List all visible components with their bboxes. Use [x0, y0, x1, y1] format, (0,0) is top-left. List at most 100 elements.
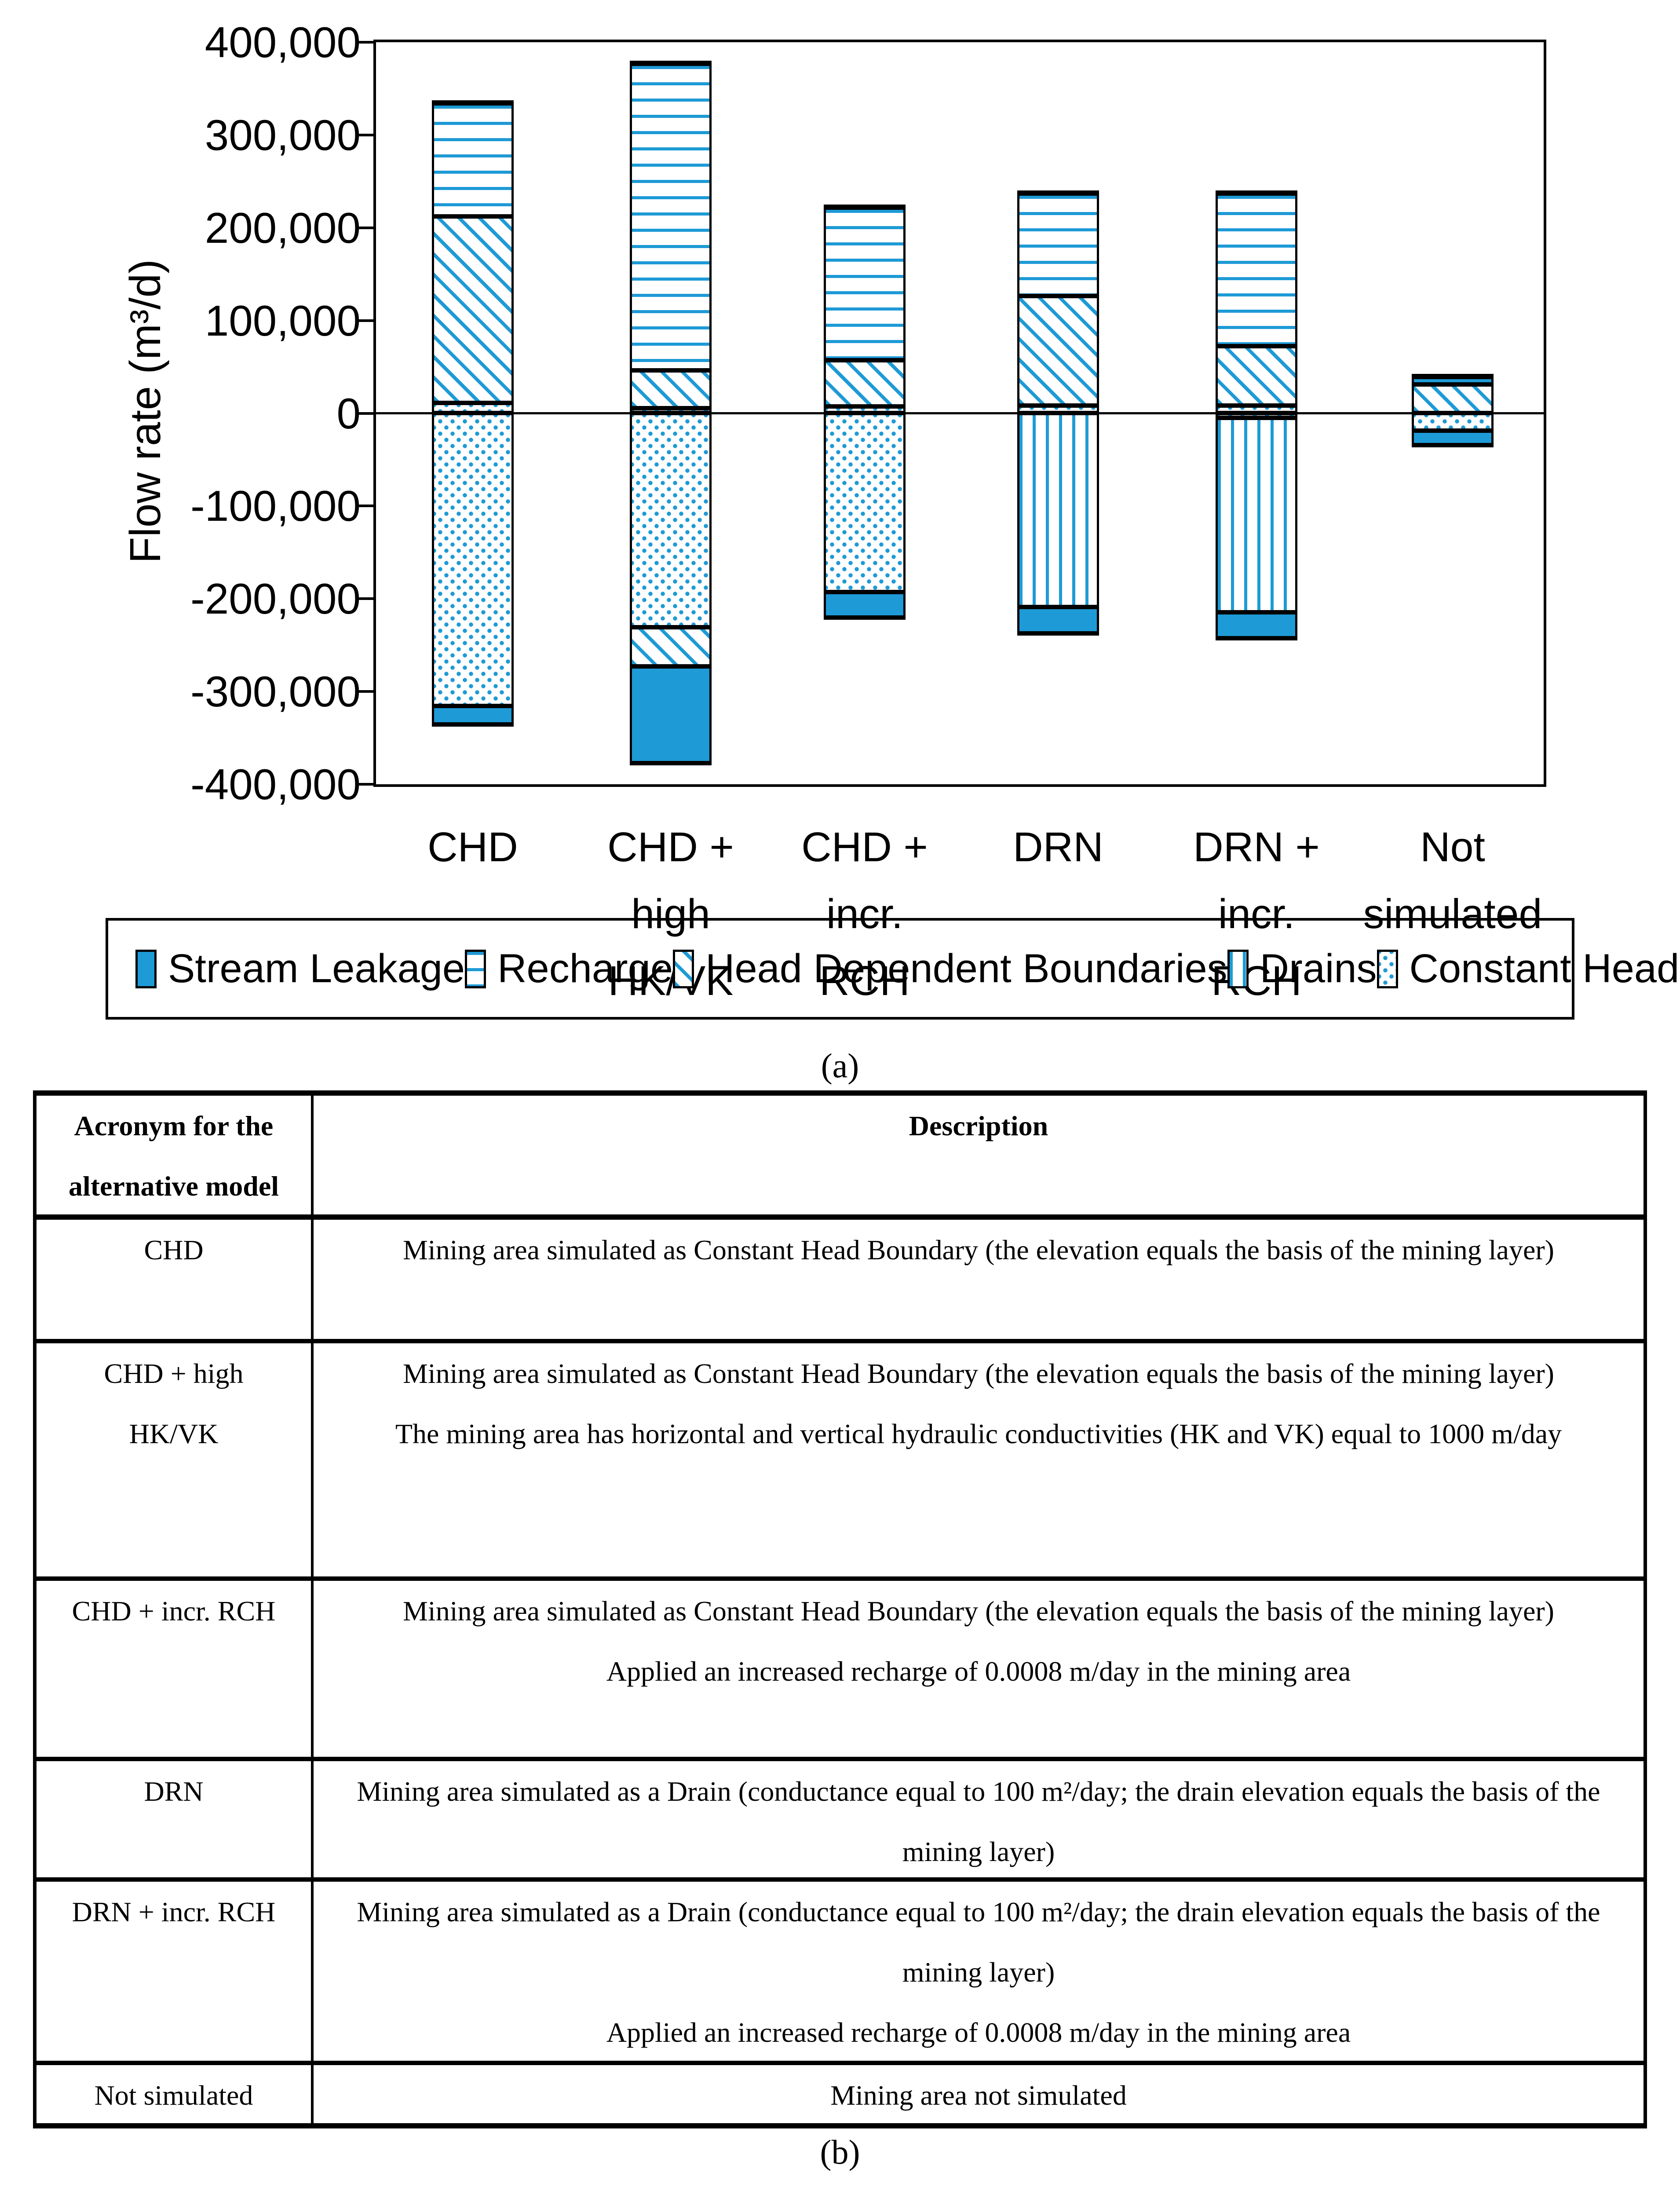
bar-segment-hlines-4 — [1216, 190, 1297, 347]
x-category-label-line: Not — [1420, 824, 1485, 870]
table-header-acronym: Acronym for the alternative model — [37, 1096, 314, 1214]
bar-segment-hlines-3 — [1017, 190, 1099, 296]
legend-label: Drains — [1260, 946, 1377, 991]
bar-segment-dots-4 — [1216, 406, 1297, 413]
solid-swatch-icon — [135, 949, 157, 988]
table-cell-acronym: Not simulated — [37, 2065, 314, 2123]
table-row: CHD Mining area simulated as Constant Hea… — [37, 1220, 1643, 1343]
description-paragraph: Mining area simulated as Constant Head B… — [403, 1595, 1554, 1627]
bar-segment-solid-5 — [1412, 431, 1494, 448]
y-tick-label: 200,000 — [205, 203, 361, 252]
description-paragraph: Mining area simulated as Constant Head B… — [403, 1234, 1554, 1265]
table-row: DRN Mining area simulated as a Drain (con… — [37, 1761, 1643, 1882]
bar-segment-diagonal-1 — [630, 370, 712, 409]
bar-segment-dots-2 — [824, 406, 906, 413]
table-row: CHD + incr. RCH Mining area simulated as … — [37, 1581, 1643, 1761]
x-category-label-line: DRN + incr. — [1193, 824, 1320, 937]
x-category-label: CHD + high HK/VK — [565, 814, 776, 1014]
table-cell-description: Mining area simulated as a Drain (conduc… — [314, 1882, 1643, 2061]
table-cell-description: Mining area simulated as Constant Head B… — [314, 1581, 1643, 1757]
table-cell-acronym: CHD — [37, 1220, 314, 1339]
x-category-label-line: CHD + high — [607, 824, 734, 937]
table-header-line: Acronym for the — [74, 1110, 274, 1141]
description-paragraph: Applied an increased recharge of 0.0008 … — [606, 2017, 1351, 2048]
table-cell-description: Mining area not simulated — [314, 2065, 1643, 2123]
x-category-label-line: simulated — [1363, 891, 1542, 937]
table-cell-description: Mining area simulated as a Drain (conduc… — [314, 1761, 1643, 1877]
caption-a: (a) — [821, 1046, 859, 1085]
y-tick-mark — [356, 690, 376, 693]
acronym-line: DRN — [144, 1776, 204, 1807]
bar-segment-dots-0 — [432, 413, 514, 706]
bar-segment-diagonal-1 — [630, 627, 712, 666]
y-tick-label: -200,000 — [190, 574, 361, 623]
y-tick-label: 0 — [336, 389, 361, 438]
acronym-line: Not simulated — [94, 2080, 253, 2111]
table-header-line: alternative model — [68, 1170, 279, 1202]
vlines-swatch-icon — [1227, 949, 1249, 988]
table-row: DRN + incr. RCH Mining area simulated as … — [37, 1882, 1643, 2065]
table-header-line: Description — [909, 1110, 1048, 1141]
x-category-label-line: RCH — [819, 958, 910, 1004]
x-category-label: Not simulated — [1347, 814, 1558, 947]
acronym-line: HK/VK — [129, 1418, 219, 1449]
bar-segment-dots-3 — [1017, 406, 1099, 413]
bar-segment-dots-1 — [630, 408, 712, 413]
legend-item-hlines: Recharge — [465, 946, 673, 992]
description-paragraph: The mining area has horizontal and verti… — [395, 1418, 1562, 1449]
y-tick-mark — [356, 226, 376, 229]
table-cell-description: Mining area simulated as Constant Head B… — [314, 1343, 1643, 1576]
y-tick-mark — [356, 597, 376, 600]
table-cell-acronym: DRN + incr. RCH — [37, 1882, 314, 2061]
chart-legend: Stream Leakage Recharge Head Dependent Bou… — [106, 918, 1679, 1020]
bar-segment-diagonal-2 — [824, 360, 906, 407]
legend-item-diagonal: Head Dependent Boundaries — [673, 946, 1227, 992]
bar-segment-dots-1 — [630, 413, 712, 628]
bar-segment-hlines-5 — [1412, 374, 1494, 384]
bar-segment-hlines-1 — [630, 60, 712, 370]
y-tick-label: 400,000 — [205, 18, 361, 66]
description-paragraph: Mining area simulated as a Drain (conduc… — [357, 1776, 1600, 1867]
x-category-label: DRN — [953, 814, 1164, 881]
description-paragraph: Mining area simulated as Constant Head B… — [403, 1358, 1554, 1389]
bar-segment-solid-2 — [824, 592, 906, 620]
y-tick-label: -400,000 — [190, 760, 361, 808]
x-category-label-line: HK/VK — [608, 958, 734, 1004]
y-tick-mark — [356, 783, 376, 786]
bar-segment-diagonal-4 — [1216, 346, 1297, 406]
bar-segment-solid-1 — [630, 666, 712, 766]
description-paragraph: Mining area simulated as a Drain (conduc… — [357, 1896, 1600, 1988]
acronym-line: CHD — [144, 1234, 204, 1265]
y-tick-label: -100,000 — [190, 482, 361, 530]
y-tick-mark — [356, 41, 376, 44]
legend-item-dots: Constant Head — [1377, 946, 1680, 992]
legend-label: Constant Head — [1409, 946, 1680, 991]
acronym-line: DRN + incr. RCH — [72, 1896, 276, 1927]
table-row: Not simulated Mining area not simulated — [37, 2065, 1643, 2128]
y-tick-label: 100,000 — [205, 296, 361, 345]
bar-segment-diagonal-5 — [1412, 384, 1494, 413]
x-category-label: DRN + incr. RCH — [1151, 814, 1362, 1014]
description-paragraph: Mining area not simulated — [830, 2080, 1127, 2111]
dots-swatch-icon — [1377, 949, 1398, 988]
table-cell-acronym: CHD + incr. RCH — [37, 1581, 314, 1757]
x-category-label-line: DRN — [1013, 824, 1103, 870]
bar-segment-dots-0 — [432, 402, 514, 413]
bar-segment-vlines-3 — [1017, 413, 1099, 607]
y-tick-mark — [356, 319, 376, 322]
bar-segment-dots-4 — [1216, 413, 1297, 418]
y-tick-mark — [356, 133, 376, 136]
caption-b: (b) — [820, 2133, 860, 2171]
table-cell-acronym: CHD + high HK/VK — [37, 1343, 314, 1576]
bar-segment-hlines-0 — [432, 100, 514, 216]
description-paragraph: Applied an increased recharge of 0.0008 … — [606, 1656, 1351, 1687]
table-row: CHD + high HK/VK Mining area simulated as … — [37, 1343, 1643, 1581]
legend-label: Stream Leakage — [168, 946, 465, 991]
model-description-table: Acronym for the alternative model Descript… — [33, 1090, 1647, 2128]
y-tick-mark — [356, 412, 376, 415]
bar-segment-dots-5 — [1412, 413, 1494, 431]
bar-segment-dots-2 — [824, 413, 906, 592]
